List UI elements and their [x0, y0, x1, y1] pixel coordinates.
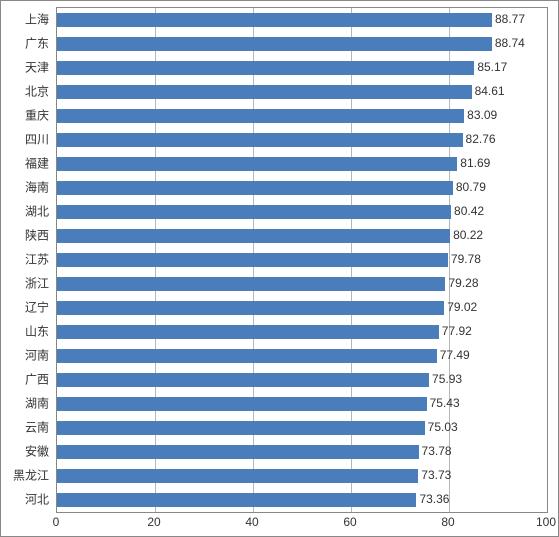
x-tick-label: 60 — [343, 515, 356, 529]
category-label: 重庆 — [25, 107, 49, 124]
value-label: 88.77 — [495, 12, 525, 26]
bar — [57, 373, 429, 388]
category-label: 安徽 — [25, 443, 49, 460]
bar — [57, 445, 419, 460]
value-label: 75.43 — [430, 396, 460, 410]
category-label: 黑龙江 — [13, 467, 49, 484]
category-label: 福建 — [25, 155, 49, 172]
bar — [57, 157, 457, 172]
bar — [57, 469, 418, 484]
bar — [57, 349, 437, 364]
category-label: 辽宁 — [25, 299, 49, 316]
bar — [57, 421, 425, 436]
category-label: 云南 — [25, 419, 49, 436]
bar — [57, 397, 427, 412]
x-tick-label: 20 — [147, 515, 160, 529]
value-label: 79.78 — [451, 252, 481, 266]
bar — [57, 181, 453, 196]
bar — [57, 13, 492, 28]
bar — [57, 301, 444, 316]
bar — [57, 205, 451, 220]
category-label: 广东 — [25, 35, 49, 52]
value-label: 73.36 — [419, 492, 449, 506]
value-label: 77.92 — [442, 324, 472, 338]
bar-chart: 0 20 40 60 80 100 上海 88.77 广东 88.74 天津 85.17 北京 84.61… — [0, 0, 559, 537]
value-label: 85.17 — [477, 60, 507, 74]
value-label: 77.49 — [440, 348, 470, 362]
value-label: 75.93 — [432, 372, 462, 386]
category-label: 天津 — [25, 59, 49, 76]
bar — [57, 325, 439, 340]
category-label: 湖南 — [25, 395, 49, 412]
category-label: 广西 — [25, 371, 49, 388]
value-label: 79.02 — [447, 300, 477, 314]
category-label: 海南 — [25, 179, 49, 196]
category-label: 上海 — [25, 11, 49, 28]
bar — [57, 493, 416, 508]
category-label: 河北 — [25, 491, 49, 508]
value-label: 80.42 — [454, 204, 484, 218]
value-label: 80.22 — [453, 228, 483, 242]
bar — [57, 109, 464, 124]
category-label: 浙江 — [25, 275, 49, 292]
category-label: 北京 — [25, 83, 49, 100]
x-tick-label: 40 — [245, 515, 258, 529]
category-label: 江苏 — [25, 251, 49, 268]
bar — [57, 133, 463, 148]
category-label: 山东 — [25, 323, 49, 340]
value-label: 88.74 — [495, 36, 525, 50]
bar — [57, 253, 448, 268]
value-label: 73.78 — [422, 444, 452, 458]
x-tick-label: 80 — [441, 515, 454, 529]
x-tick-label: 0 — [53, 515, 60, 529]
value-label: 80.79 — [456, 180, 486, 194]
category-label: 河南 — [25, 347, 49, 364]
bar — [57, 37, 492, 52]
bar — [57, 277, 445, 292]
category-label: 四川 — [25, 131, 49, 148]
value-label: 73.73 — [421, 468, 451, 482]
bar — [57, 61, 474, 76]
value-label: 81.69 — [460, 156, 490, 170]
value-label: 84.61 — [475, 84, 505, 98]
value-label: 83.09 — [467, 108, 497, 122]
value-label: 82.76 — [466, 132, 496, 146]
bar — [57, 229, 450, 244]
x-tick-label: 100 — [536, 515, 556, 529]
value-label: 75.03 — [428, 420, 458, 434]
category-label: 湖北 — [25, 203, 49, 220]
category-label: 陕西 — [25, 227, 49, 244]
bar — [57, 85, 472, 100]
value-label: 79.28 — [448, 276, 478, 290]
